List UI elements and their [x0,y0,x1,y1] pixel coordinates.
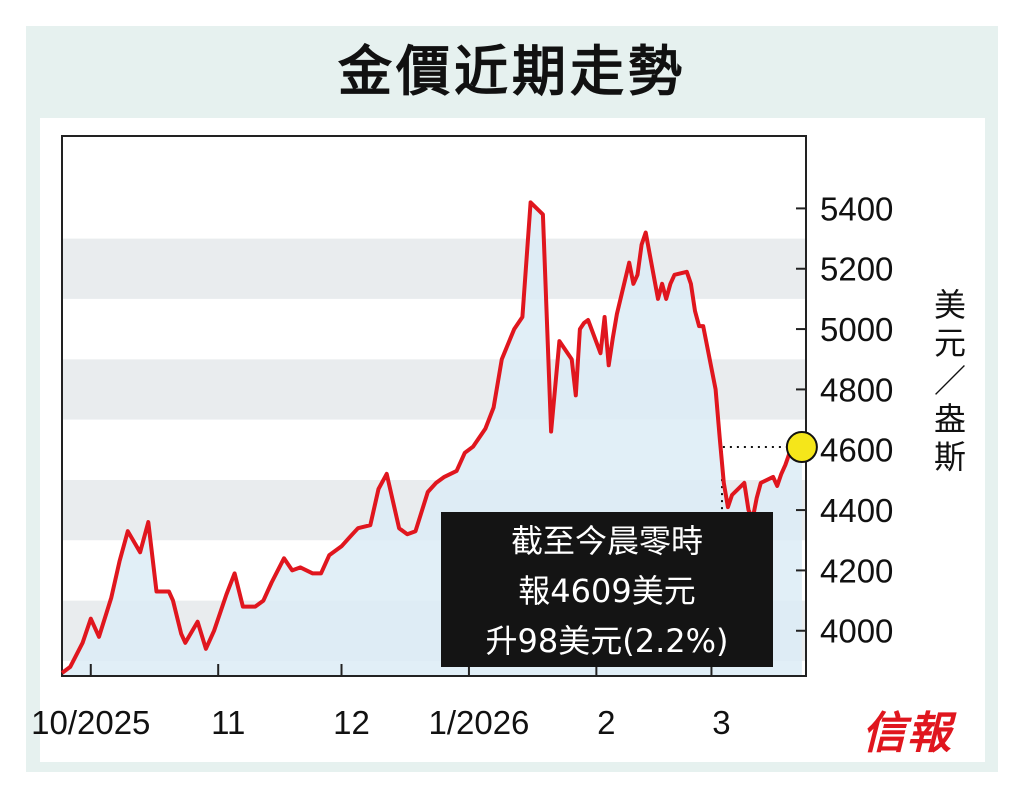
x-tick-label: 3 [712,704,730,741]
last-value-marker [785,431,818,464]
chart-title: 金價近期走勢 [338,40,686,103]
y-tick-label: 4400 [820,492,893,529]
y-axis-labels: 4000 4200 4400 4600 4800 5000 5200 5400 [820,190,893,649]
grid-band [62,238,806,299]
last-value-guide [721,446,788,512]
y-tick-label: 5000 [820,311,893,348]
latest-price-note: 截至今晨零時 報4609美元 升98美元(2.2%) [441,512,773,667]
y-tick-label: 4000 [820,613,893,650]
x-axis-ticks [89,664,713,676]
x-tick-label: 1/2026 [428,704,529,741]
x-tick-label: 11 [211,704,245,741]
y-unit-char: 斯 [934,438,966,476]
plot-frame [61,135,807,677]
y-tick-label: 5200 [820,251,893,288]
price-series-line [60,200,803,675]
y-tick-label: 5400 [820,190,893,227]
y-tick-label: 4200 [820,552,893,589]
y-unit-char: 美 [934,286,966,324]
x-tick-label: 10/2025 [31,704,150,741]
x-tick-label: 2 [597,704,615,741]
note-line-1: 截至今晨零時 [510,522,703,560]
y-tick-label: 4800 [820,371,893,408]
y-unit-char: 盎 [934,400,966,438]
brand-logo: 信報 [862,708,952,759]
y-tick-label: 4600 [820,432,893,469]
y-unit-char: 元 [934,324,966,362]
grid-band [62,136,806,239]
y-unit-char: ／ [934,362,966,400]
note-line-2: 報4609美元 [518,572,696,610]
x-tick-label: 12 [333,704,370,741]
x-axis-labels: 10/2025 11 12 1/2026 2 3 [31,704,731,741]
y-axis-unit: 美元／盎斯 [934,286,966,476]
note-line-3: 升98美元(2.2%) [485,622,729,660]
